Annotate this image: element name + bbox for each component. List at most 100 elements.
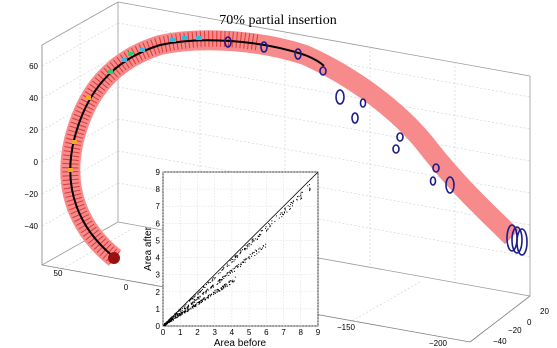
scatter-point xyxy=(200,302,202,304)
scatter-point xyxy=(193,299,195,301)
scatter-point xyxy=(281,212,283,214)
scatter-point xyxy=(203,292,205,294)
ring xyxy=(224,36,232,48)
scatter-point xyxy=(271,220,273,222)
scatter-point xyxy=(184,307,186,309)
scatter-point xyxy=(203,297,205,299)
scatter-point xyxy=(212,285,214,287)
ring xyxy=(319,66,327,76)
inset-x-tick-label: 0 xyxy=(161,328,166,337)
scatter-point xyxy=(195,304,197,306)
scatter-point xyxy=(309,187,311,189)
scatter-point xyxy=(240,264,242,266)
scatter-point xyxy=(197,296,199,298)
scatter-point xyxy=(222,286,224,288)
scatter-point xyxy=(221,279,223,281)
scatter-point xyxy=(190,299,192,301)
scatter-point xyxy=(223,275,225,277)
scatter-point xyxy=(265,243,267,245)
inset-x-tick-label: 5 xyxy=(247,328,252,337)
scatter-point xyxy=(223,283,225,285)
scatter-point xyxy=(184,310,186,312)
scatter-point xyxy=(180,311,182,313)
scatter-point xyxy=(205,292,207,294)
scatter-point xyxy=(214,277,216,279)
scatter-point xyxy=(247,244,249,246)
cyan-marker xyxy=(170,38,176,42)
inset-y-tick-label: 9 xyxy=(156,168,161,177)
scatter-point xyxy=(187,310,189,312)
z-tick-label: −40 xyxy=(24,222,38,231)
scatter-point xyxy=(189,299,191,301)
inset-x-ticks: 0 1 2 3 4 5 6 7 8 9 xyxy=(161,328,321,337)
scatter-point xyxy=(185,303,187,305)
scatter-point xyxy=(211,285,213,287)
scatter-point xyxy=(236,256,238,258)
scatter-point xyxy=(229,284,231,286)
scatter-point xyxy=(251,241,253,243)
scatter-point xyxy=(265,230,267,232)
scatter-point xyxy=(246,248,248,250)
scatter-point xyxy=(178,313,180,315)
scatter-point xyxy=(185,308,187,310)
scatter-point xyxy=(240,250,242,252)
scatter-point xyxy=(253,251,255,253)
scatter-point xyxy=(252,240,254,242)
inset-y-tick-label: 1 xyxy=(156,305,161,314)
scatter-point xyxy=(175,317,177,319)
scatter-point xyxy=(198,303,200,305)
scatter-point xyxy=(221,269,223,271)
scatter-point xyxy=(286,211,288,213)
scatter-point xyxy=(213,292,215,294)
scatter-point xyxy=(234,257,236,259)
ring xyxy=(359,98,367,108)
orange-markers xyxy=(68,96,91,172)
scatter-point xyxy=(169,319,171,321)
inset-y-ticks: 0 1 2 3 4 5 6 7 8 9 xyxy=(156,168,161,331)
scatter-point xyxy=(226,265,228,267)
scatter-point xyxy=(276,215,278,217)
scatter-point xyxy=(256,238,258,240)
scatter-point xyxy=(231,281,233,283)
scatter-point xyxy=(248,245,250,247)
scatter-point xyxy=(269,224,271,226)
scatter-point xyxy=(181,309,183,311)
green-markers xyxy=(108,52,133,74)
cyan-marker xyxy=(196,36,202,40)
scatter-point xyxy=(173,316,175,318)
cyan-markers xyxy=(122,36,202,62)
scatter-point xyxy=(208,289,210,291)
scatter-point xyxy=(212,286,214,288)
scatter-point xyxy=(240,266,242,268)
scatter-point xyxy=(243,248,245,250)
scatter-point xyxy=(203,286,205,288)
scatter-point xyxy=(233,260,235,262)
scatter-point xyxy=(222,277,224,279)
scatter-point xyxy=(240,262,242,264)
orange-marker xyxy=(72,140,77,144)
scatter-point xyxy=(210,287,212,289)
scatter-point xyxy=(189,300,191,302)
scatter-point xyxy=(175,314,177,316)
ring xyxy=(335,89,345,105)
scatter-point xyxy=(262,247,264,249)
scatter-point xyxy=(240,264,242,266)
scatter-point xyxy=(179,309,181,311)
chart-title: 70% partial insertion xyxy=(219,13,336,28)
scatter-point xyxy=(307,185,309,187)
scatter-point xyxy=(177,315,179,317)
scatter-point xyxy=(239,253,241,255)
scatter-point xyxy=(225,283,227,285)
scatter-point xyxy=(181,307,183,309)
scatter-point xyxy=(166,323,168,325)
scatter-point xyxy=(240,251,242,253)
scatter-point xyxy=(263,245,265,247)
scatter-point xyxy=(212,284,214,286)
scatter-point xyxy=(229,260,231,262)
scatter-point xyxy=(181,312,183,314)
scatter-point xyxy=(227,271,229,273)
scatter-point xyxy=(260,230,262,232)
scatter-point xyxy=(216,283,218,285)
scatter-point xyxy=(256,238,258,240)
x-tick-label: 0 xyxy=(124,283,129,292)
